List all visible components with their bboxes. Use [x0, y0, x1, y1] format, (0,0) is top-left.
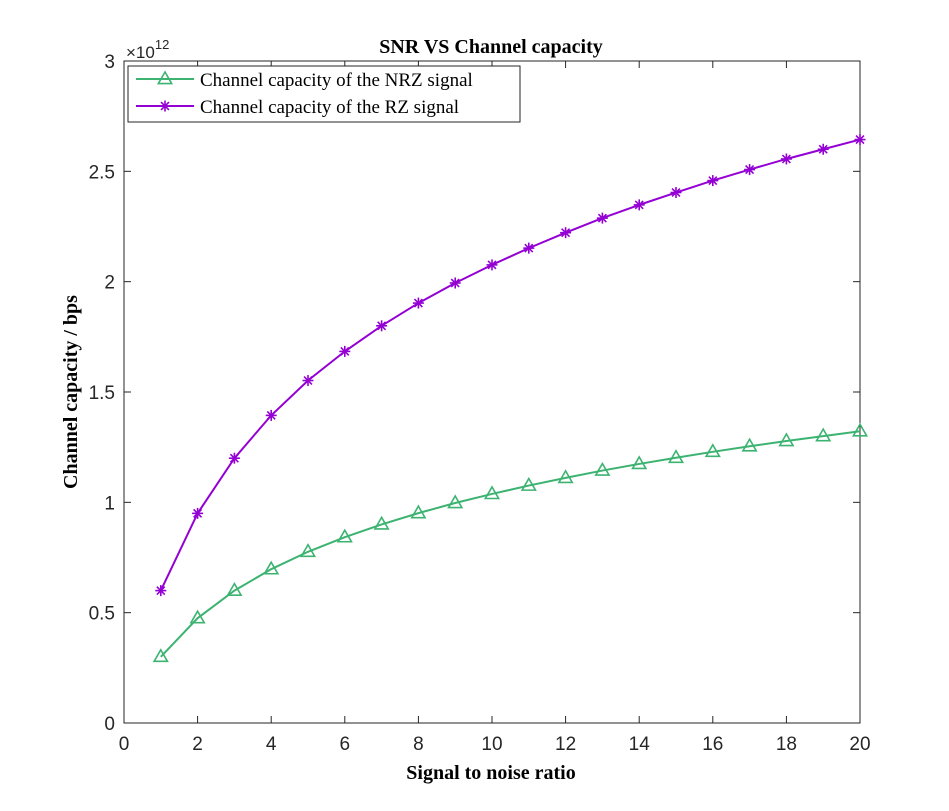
data-point	[449, 277, 461, 289]
data-point	[412, 297, 424, 309]
x-tick-label: 0	[119, 734, 130, 755]
y-tick-label: 1.5	[89, 383, 115, 404]
data-point	[228, 452, 240, 464]
x-tick-label: 4	[266, 734, 277, 755]
x-tick-label: 6	[340, 734, 351, 755]
data-point	[520, 476, 537, 491]
plot-axes	[123, 60, 861, 724]
data-point	[707, 175, 719, 187]
data-point	[483, 485, 501, 500]
series-rz	[155, 134, 866, 597]
x-tick-label: 10	[481, 734, 502, 755]
x-tick-label: 14	[629, 734, 651, 755]
x-tick-label: 8	[413, 734, 424, 755]
data-point	[486, 259, 498, 271]
x-tick-label: 16	[702, 734, 723, 755]
data-point	[226, 581, 243, 596]
data-point	[778, 432, 795, 447]
legend-box	[127, 65, 521, 123]
x-tick-label: 20	[849, 734, 870, 755]
data-point	[594, 461, 611, 476]
data-point	[815, 427, 832, 442]
data-point	[670, 187, 682, 199]
data-point	[373, 515, 390, 530]
data-point	[302, 375, 314, 387]
legend-label: Channel capacity of the NRZ signal	[200, 70, 473, 91]
y-exponent-base: ×10	[126, 43, 155, 62]
data-point	[817, 143, 829, 155]
legend: Channel capacity of the NRZ signal Channe…	[127, 65, 521, 123]
data-point	[780, 153, 792, 165]
data-point	[155, 585, 167, 597]
data-point	[189, 609, 206, 624]
series-nrz	[152, 422, 869, 663]
y-exponent-power: 12	[155, 37, 169, 52]
data-point	[633, 199, 645, 211]
data-point	[667, 449, 685, 464]
y-tick-label: 2	[104, 273, 115, 294]
y-axis-label: Channel capacity / bps	[60, 295, 82, 489]
data-point	[299, 543, 317, 558]
data-point	[336, 528, 353, 543]
plot-frame	[123, 60, 861, 724]
y-axis-ticks: 0 0.5 1 1.5 2 2.5 3	[89, 52, 860, 735]
series-line	[160, 430, 861, 658]
series-layer	[152, 134, 869, 663]
data-point	[854, 134, 866, 146]
y-tick-label: 0.5	[89, 604, 115, 625]
x-tick-label: 18	[776, 734, 797, 755]
data-point	[263, 560, 280, 575]
y-axis-exponent: ×1012	[126, 37, 169, 62]
y-tick-label: 0	[104, 714, 115, 735]
x-tick-label: 12	[555, 734, 576, 755]
chart-title: SNR VS Channel capacity	[379, 36, 603, 58]
data-point	[851, 422, 869, 437]
data-point	[265, 409, 277, 421]
legend-entry: Channel capacity of the RZ signal	[136, 97, 459, 118]
y-tick-label: 2.5	[89, 162, 115, 183]
data-point	[523, 242, 535, 254]
data-point	[704, 443, 721, 458]
y-tick-label: 3	[104, 52, 115, 73]
data-point	[192, 507, 204, 519]
x-axis-ticks: 0 2 4 6 8 10 12 14 16 18 20	[119, 61, 871, 755]
data-point	[744, 164, 756, 176]
x-tick-label: 2	[192, 734, 203, 755]
legend-swatch-marker	[156, 70, 174, 85]
data-point	[339, 345, 351, 357]
legend-label: Channel capacity of the RZ signal	[200, 97, 459, 118]
x-axis-label: Signal to noise ratio	[406, 762, 575, 784]
data-point	[410, 504, 427, 519]
data-point	[631, 455, 648, 470]
data-point	[447, 494, 464, 509]
data-point	[560, 227, 572, 239]
data-point	[152, 648, 169, 663]
data-point	[741, 437, 758, 452]
legend-swatch-marker	[159, 100, 171, 112]
y-tick-label: 1	[104, 493, 115, 514]
data-point	[376, 320, 388, 332]
legend-entry: Channel capacity of the NRZ signal	[136, 70, 473, 91]
data-point	[596, 212, 608, 224]
series-line	[159, 138, 861, 592]
data-point	[557, 469, 574, 484]
